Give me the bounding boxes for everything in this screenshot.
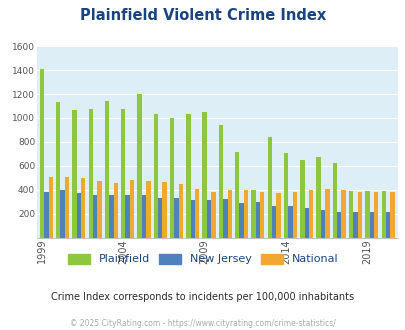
Bar xyxy=(271,206,276,238)
Bar xyxy=(260,192,264,238)
Bar xyxy=(202,112,207,238)
Bar xyxy=(60,190,65,238)
Bar xyxy=(299,160,304,238)
Bar xyxy=(381,191,385,238)
Bar xyxy=(48,177,53,238)
Bar xyxy=(288,206,292,238)
Bar xyxy=(292,192,296,238)
Bar xyxy=(276,193,280,238)
Bar xyxy=(174,198,178,238)
Text: Plainfield Violent Crime Index: Plainfield Violent Crime Index xyxy=(80,8,325,23)
Bar xyxy=(113,182,118,238)
Bar xyxy=(324,189,329,238)
Bar xyxy=(125,195,130,238)
Bar xyxy=(218,124,223,238)
Bar xyxy=(341,190,345,238)
Bar xyxy=(364,191,369,238)
Bar xyxy=(56,102,60,238)
Bar xyxy=(211,191,215,238)
Bar xyxy=(190,200,194,238)
Bar xyxy=(243,190,247,238)
Bar xyxy=(369,212,373,238)
Bar xyxy=(44,192,48,238)
Bar xyxy=(251,190,255,238)
Bar xyxy=(207,200,211,238)
Bar xyxy=(72,110,77,238)
Bar xyxy=(130,180,134,238)
Bar xyxy=(65,177,69,238)
Bar xyxy=(40,69,44,238)
Bar xyxy=(308,190,313,238)
Bar xyxy=(77,193,81,238)
Bar xyxy=(255,202,260,238)
Bar xyxy=(88,109,93,238)
Bar xyxy=(137,94,141,238)
Bar xyxy=(352,212,357,238)
Bar xyxy=(234,152,239,238)
Bar xyxy=(109,194,113,238)
Bar xyxy=(153,114,158,238)
Bar xyxy=(223,199,227,238)
Bar xyxy=(315,157,320,238)
Bar xyxy=(93,194,97,238)
Bar xyxy=(194,189,199,238)
Bar xyxy=(267,137,271,238)
Bar xyxy=(227,190,231,238)
Bar xyxy=(373,191,377,238)
Bar xyxy=(385,212,389,238)
Bar xyxy=(283,153,288,238)
Bar xyxy=(97,181,102,238)
Legend: Plainfield, New Jersey, National: Plainfield, New Jersey, National xyxy=(63,249,342,269)
Bar xyxy=(332,163,336,238)
Bar xyxy=(389,191,394,238)
Bar xyxy=(178,184,183,238)
Bar xyxy=(170,118,174,238)
Text: © 2025 CityRating.com - https://www.cityrating.com/crime-statistics/: © 2025 CityRating.com - https://www.city… xyxy=(70,319,335,328)
Bar xyxy=(81,178,85,238)
Text: Crime Index corresponds to incidents per 100,000 inhabitants: Crime Index corresponds to incidents per… xyxy=(51,292,354,302)
Bar xyxy=(146,181,150,238)
Bar xyxy=(162,182,166,238)
Bar xyxy=(186,114,190,238)
Bar xyxy=(121,109,125,238)
Bar xyxy=(348,191,352,238)
Bar xyxy=(304,208,308,238)
Bar xyxy=(104,101,109,238)
Bar xyxy=(239,203,243,238)
Bar xyxy=(141,195,146,238)
Bar xyxy=(357,191,361,238)
Bar xyxy=(336,213,341,238)
Bar xyxy=(320,210,324,238)
Bar xyxy=(158,198,162,238)
